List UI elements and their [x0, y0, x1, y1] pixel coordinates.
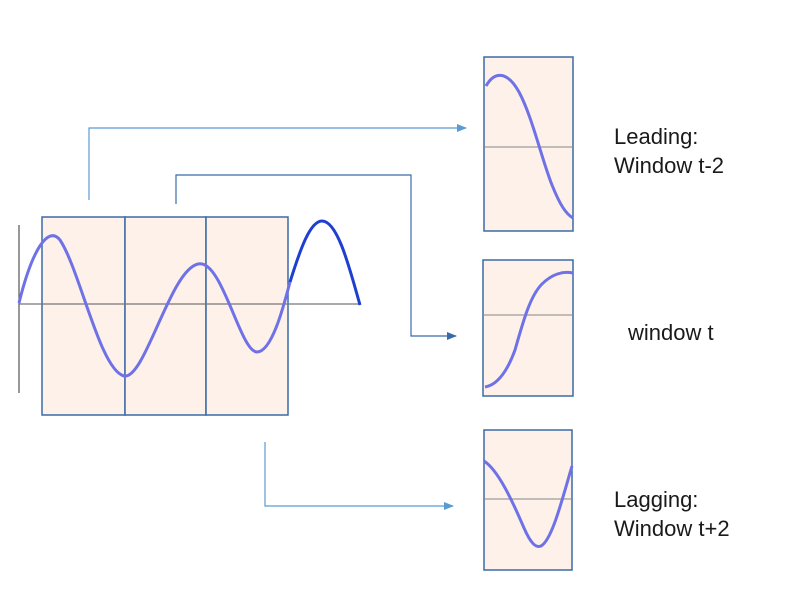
panel-lagging-frame — [483, 429, 573, 571]
panel-current-wave — [484, 270, 574, 389]
arrow-leading — [88, 124, 467, 200]
label-lagging-line2: Window t+2 — [614, 516, 730, 541]
arrow-current — [175, 174, 457, 340]
label-leading-line1: Leading: — [614, 124, 699, 149]
label-current: window t — [628, 318, 714, 347]
label-leading-line2: Window t-2 — [614, 153, 725, 178]
panel-leading-frame — [483, 56, 574, 232]
panel-leading — [483, 56, 574, 232]
arrow-lagging — [264, 442, 454, 510]
panel-current — [482, 259, 574, 397]
label-leading: Leading: Window t-2 — [614, 122, 724, 180]
panel-leading-wave — [484, 74, 574, 220]
label-lagging-line1: Lagging: — [614, 487, 699, 512]
label-current-line1: window t — [628, 320, 714, 345]
window-box-t-2 — [41, 216, 126, 416]
label-lagging: Lagging: Window t+2 — [614, 485, 730, 543]
panel-lagging — [483, 429, 574, 571]
panel-lagging-wave — [483, 459, 574, 548]
main-sine-wave-tail — [288, 219, 362, 306]
main-sine-wave — [17, 234, 292, 378]
window-box-t — [124, 216, 207, 416]
window-box-t+2 — [205, 216, 289, 416]
panel-current-frame — [482, 259, 574, 397]
